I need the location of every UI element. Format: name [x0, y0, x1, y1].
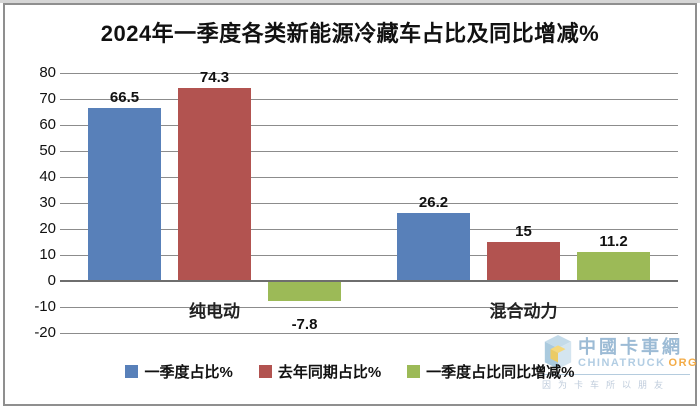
gridline [60, 203, 678, 204]
gridline [60, 333, 678, 334]
bar [88, 108, 161, 281]
legend-swatch-blue [125, 365, 139, 378]
gridline [60, 255, 678, 256]
watermark-url: CHINATRUCK ORG [578, 357, 699, 369]
y-tick-label: -10 [34, 298, 56, 315]
watermark-site-name: 中國卡車網 [578, 337, 683, 357]
x-axis-line [60, 280, 678, 282]
legend-item-yoy-change: 一季度占比同比增减% [407, 361, 575, 382]
bar-value-label: 74.3 [199, 68, 230, 86]
watermark-divider [542, 374, 690, 375]
y-tick-label: 60 [39, 116, 56, 133]
gridline [60, 307, 678, 308]
bar [577, 251, 650, 281]
bar-value-label: -7.8 [291, 316, 318, 334]
chinatruck-watermark: 中國卡車網 CHINATRUCK ORG 因为卡车所以朋友 [542, 333, 697, 391]
bar [397, 212, 470, 281]
legend-swatch-green [407, 365, 421, 378]
gridline [60, 125, 678, 126]
watermark-slogan: 因为卡车所以朋友 [542, 380, 671, 390]
legend-label: 一季度占比同比增减% [426, 364, 575, 381]
y-tick-label: 70 [39, 90, 56, 107]
y-tick-label: 80 [39, 64, 56, 81]
y-tick-label: 10 [39, 246, 56, 263]
gridline [60, 151, 678, 152]
legend-swatch-red [258, 365, 272, 378]
legend-item-q1-share: 一季度占比% [125, 361, 233, 382]
y-tick-label: -20 [34, 324, 56, 341]
gridline [60, 73, 678, 74]
chinatruck-logo-icon [544, 335, 572, 369]
y-tick-label: 50 [39, 142, 56, 159]
bar [487, 242, 560, 281]
y-tick-label: 0 [47, 272, 56, 289]
legend-label: 去年同期占比% [277, 364, 382, 381]
bar-value-label: 15 [515, 223, 532, 240]
legend: 一季度占比% 去年同期占比% 一季度占比同比增减% [0, 361, 700, 382]
category-label: 混合动力 [489, 302, 558, 321]
bar [268, 281, 341, 302]
gridline [60, 99, 678, 100]
legend-label: 一季度占比% [144, 364, 233, 381]
gridline [60, 229, 678, 230]
chart-title: 2024年一季度各类新能源冷藏车占比及同比增减% [100, 21, 600, 46]
bar [178, 87, 251, 281]
bar-value-label: 26.2 [418, 193, 449, 211]
bar-value-label: 66.5 [109, 89, 140, 107]
legend-item-last-year-share: 去年同期占比% [258, 361, 382, 382]
window-edge [0, 0, 700, 3]
y-tick-label: 20 [39, 220, 56, 237]
gridline [60, 177, 678, 178]
category-label: 纯电动 [189, 302, 240, 321]
y-tick-label: 40 [39, 168, 56, 185]
y-tick-label: 30 [39, 194, 56, 211]
plot-area: 80 70 60 50 40 30 20 10 0 -10 -20 66.5 74.3 -7.8 纯电动 26… [34, 64, 678, 341]
bar-value-label: 11.2 [599, 232, 628, 250]
